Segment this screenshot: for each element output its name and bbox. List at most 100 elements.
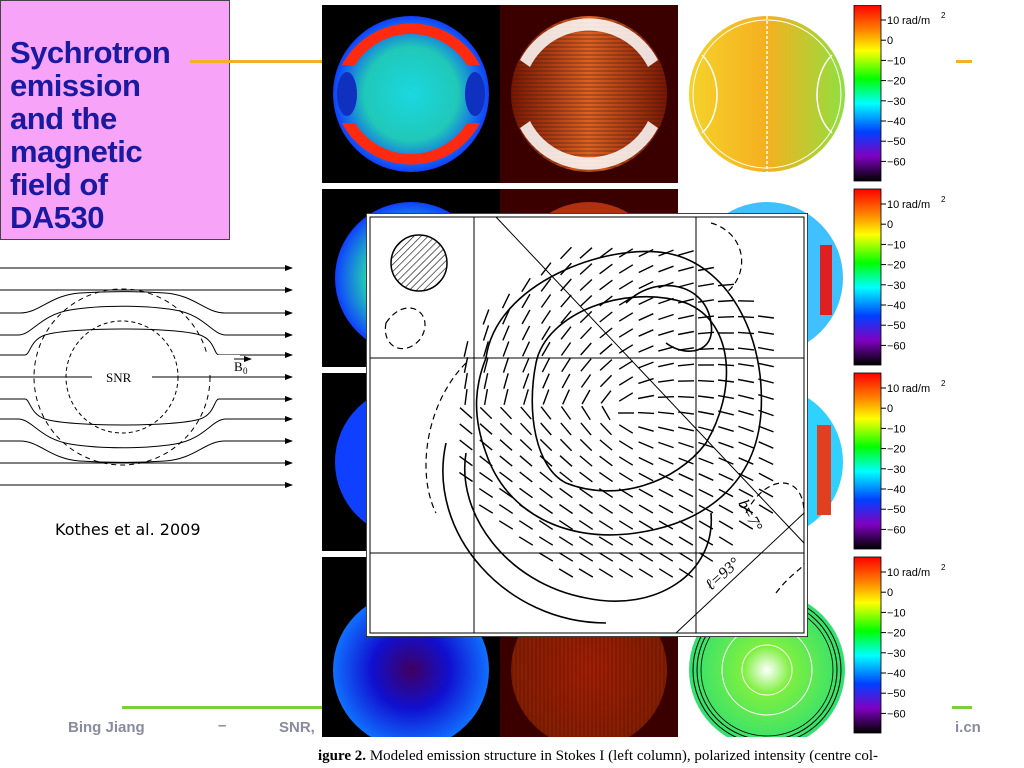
polarization-vector: [618, 392, 634, 402]
polarization-vector: [678, 520, 694, 530]
title-line: Sychrotron: [10, 35, 171, 70]
green-accent-dash: [952, 706, 972, 709]
slide-title: Sychrotron emission and the magnetic fie…: [10, 36, 225, 234]
polarization-vector: [738, 472, 754, 482]
polarization-vector: [658, 504, 674, 514]
polarization-vector: [560, 406, 572, 420]
polarization-vector: [579, 310, 593, 324]
polarization-vector: [483, 341, 489, 357]
polarization-vector: [738, 425, 754, 433]
polarization-vector: [618, 552, 634, 562]
polarization-vector: [698, 536, 714, 546]
polarization-vector: [758, 441, 774, 449]
colorbar-tick-label: −20: [887, 628, 906, 640]
colorbar-tick-label: 0: [887, 587, 893, 599]
polarization-vector: [503, 373, 509, 389]
polarization-vector: [678, 282, 694, 288]
polarization-vector: [678, 250, 694, 256]
polarization-vector: [677, 330, 695, 336]
polarization-vector: [758, 409, 774, 417]
polarization-vector: [599, 359, 613, 371]
polarization-vector: [738, 520, 754, 530]
polarization-vector: [578, 552, 594, 562]
polarization-vector: [482, 309, 490, 325]
polarization-vector: [658, 552, 674, 562]
polarization-vector: [658, 313, 674, 321]
polarization-vector: [539, 438, 553, 452]
title-line: emission: [10, 68, 141, 103]
polarization-vector: [522, 373, 530, 389]
polarization-vector: [502, 309, 510, 325]
polarization-vector: [519, 455, 533, 467]
polarization-vector: [717, 299, 735, 303]
polarization-vector: [638, 248, 654, 258]
footer-separator: –: [218, 717, 227, 734]
polarization-vector: [598, 504, 614, 514]
polarization-vector: [540, 406, 552, 420]
polarization-vector: [599, 343, 613, 355]
colorbar-tick-label: −60: [887, 156, 906, 168]
polarization-vector: [678, 488, 694, 498]
polarization-vector: [697, 347, 715, 351]
polarization-vector: [521, 293, 531, 309]
polarization-vector: [560, 262, 572, 276]
polarization-vector: [498, 520, 514, 530]
polarization-vector: [580, 422, 592, 436]
polarization-vector: [638, 568, 654, 578]
polarization-vector: [737, 363, 755, 367]
polarization-vector: [479, 455, 493, 467]
colorbar-tick-label: −20: [887, 260, 906, 272]
polarization-vector: [599, 279, 613, 291]
polarization-vector: [718, 488, 734, 498]
caption-text: Modeled emission structure in Stokes I (…: [366, 748, 879, 764]
polarization-vector: [483, 388, 489, 406]
polarization-vector: [522, 357, 530, 373]
polarization-vector: [678, 441, 694, 449]
colorbar-unit-exponent: 2: [941, 379, 946, 388]
polarization-vector: [658, 536, 674, 546]
polarization-vector: [559, 438, 573, 452]
polarization-vector: [738, 394, 754, 400]
polarization-vector: [697, 299, 715, 303]
polarization-vector: [718, 426, 734, 432]
green-accent-line: [122, 706, 322, 709]
colorbar-tick-label: −40: [887, 116, 906, 128]
polarization-vector: [698, 395, 714, 399]
polarization-vector: [637, 411, 655, 415]
colorbar-tick-label: 0: [887, 35, 893, 47]
polarization-vector: [521, 309, 531, 325]
polarization-vector: [540, 422, 552, 436]
polarization-vector: [579, 247, 593, 259]
polarization-vector: [658, 379, 674, 383]
polarization-vector: [618, 344, 634, 354]
polarization-vector: [657, 396, 675, 398]
polarization-vector: [618, 568, 634, 578]
polarization-vector: [718, 504, 734, 514]
colorbar-tick-label: −60: [887, 340, 906, 352]
snr-label: SNR: [106, 370, 132, 385]
polarization-vector: [658, 520, 674, 530]
polarization-vector: [638, 441, 654, 449]
colorbar-tick-label: −60: [887, 708, 906, 720]
polarization-vector: [737, 331, 755, 335]
polarization-vector: [478, 504, 494, 514]
polarization-vector: [463, 341, 469, 357]
colorbar-tick-label: 0: [887, 403, 893, 415]
polarization-vector: [539, 455, 553, 467]
colorbar-unit: rad/m: [902, 15, 930, 27]
polarization-vector: [459, 407, 473, 419]
polarization-vector: [599, 295, 613, 307]
polarization-vector: [638, 313, 654, 321]
polarization-vector: [718, 520, 734, 530]
polarization-vector: [618, 472, 634, 482]
polarization-vector: [758, 362, 774, 368]
polarization-vector: [678, 457, 694, 465]
polarization-vector: [519, 471, 533, 483]
polarization-vector: [518, 536, 534, 546]
polarization-vector: [618, 456, 634, 466]
polarization-vector: [579, 294, 593, 308]
polarization-vector: [698, 520, 714, 530]
polarization-vector: [498, 487, 514, 499]
footer-email-fragment: i.cn: [955, 719, 981, 736]
polarization-vector: [598, 552, 614, 562]
